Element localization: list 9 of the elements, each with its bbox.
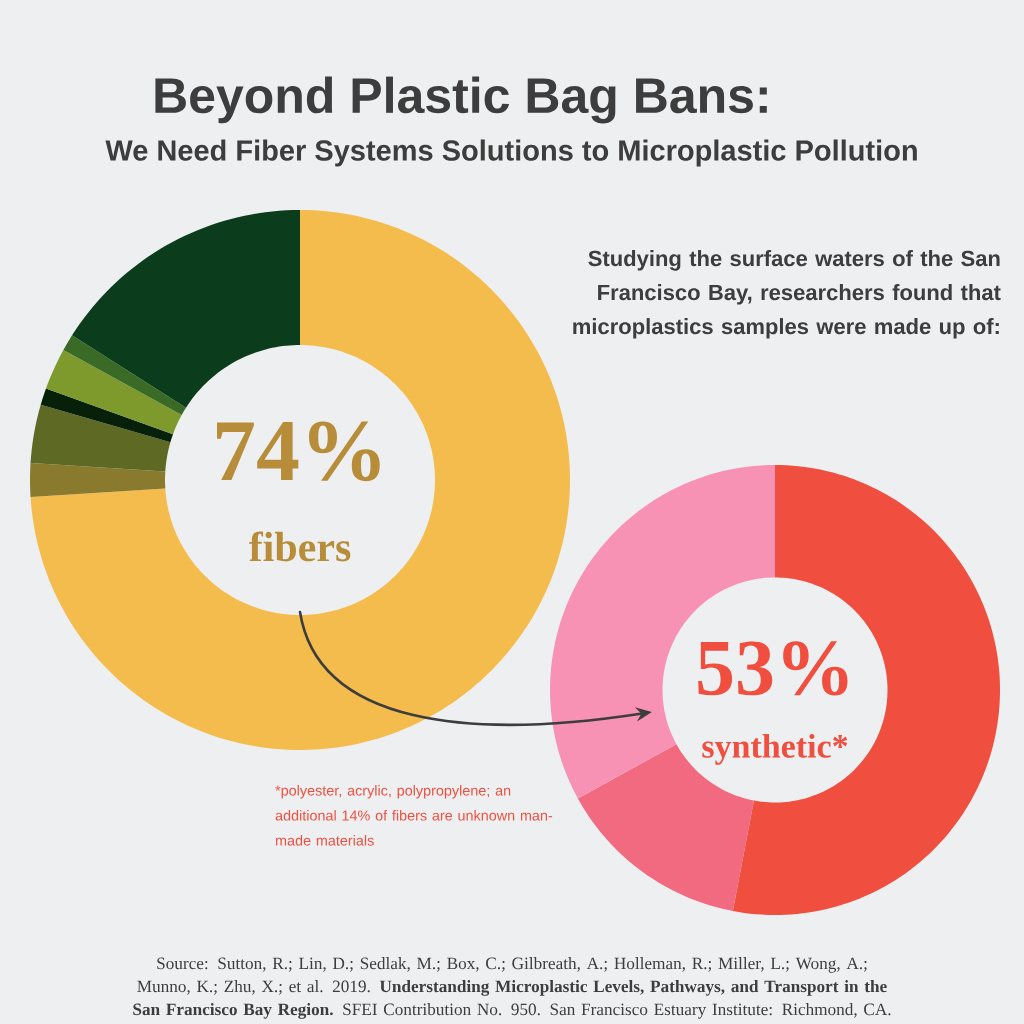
text: *polyester, acrylic, polypropylene; an additional 14% of fibers are unknown man-made materials [275,785,553,846]
text: Studying the surface waters of the San Francisco Bay, researchers found that microplastics samples were made up of: [573,250,1001,339]
chart-title: Beyond Plastic Bag Bans: [155,76,767,124]
text: synthetic* [702,733,848,765]
text: 74% [217,421,380,482]
text: 53% [698,641,848,696]
text: Source: Sutton, R.; Lin, D.; Sedlak, M.; Box, C.; Gilbreath, A.; Holleman, R.; Miller, L.; Wong, A.; Munno, K.; Zhu, X.; et al. 2019. Understanding Microplastic Levels, Pathways, and Transport in the San Francisco Bay Region. SFEI Contribution No. 950. San Francisco Estuary Institute: Richmond, CA. [133,957,891,1019]
chart-subtitle: We Need Fiber Systems Solutions to Microplastic Pollution [105,139,917,167]
text: fibers [249,531,351,562]
